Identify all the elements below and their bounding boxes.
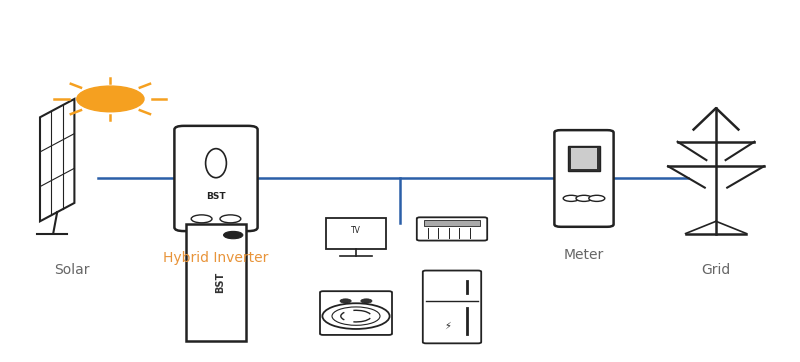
FancyBboxPatch shape (326, 218, 386, 249)
Polygon shape (40, 99, 74, 221)
FancyBboxPatch shape (174, 126, 258, 231)
Text: BST: BST (206, 192, 226, 201)
Circle shape (576, 195, 592, 201)
Circle shape (563, 195, 579, 201)
FancyBboxPatch shape (186, 224, 246, 341)
Text: Solar: Solar (54, 263, 90, 277)
Circle shape (220, 215, 241, 223)
Text: Grid: Grid (702, 263, 730, 277)
Circle shape (589, 195, 605, 201)
Text: TV: TV (351, 226, 361, 235)
Text: Meter: Meter (564, 248, 604, 262)
Text: ⚡: ⚡ (445, 320, 451, 330)
Text: System Layout: System Layout (18, 21, 214, 45)
Circle shape (361, 299, 372, 303)
Text: BST: BST (215, 272, 225, 293)
FancyBboxPatch shape (417, 217, 487, 241)
Ellipse shape (206, 149, 226, 178)
FancyBboxPatch shape (424, 220, 480, 227)
Text: Hybrid Inverter: Hybrid Inverter (163, 251, 269, 265)
Circle shape (332, 307, 380, 325)
FancyBboxPatch shape (320, 291, 392, 335)
FancyBboxPatch shape (554, 130, 614, 227)
FancyBboxPatch shape (571, 148, 597, 169)
Circle shape (224, 231, 243, 239)
FancyBboxPatch shape (422, 270, 481, 343)
Circle shape (191, 215, 212, 223)
FancyBboxPatch shape (568, 146, 600, 171)
Circle shape (322, 303, 390, 329)
Circle shape (340, 299, 351, 303)
Circle shape (77, 86, 144, 112)
